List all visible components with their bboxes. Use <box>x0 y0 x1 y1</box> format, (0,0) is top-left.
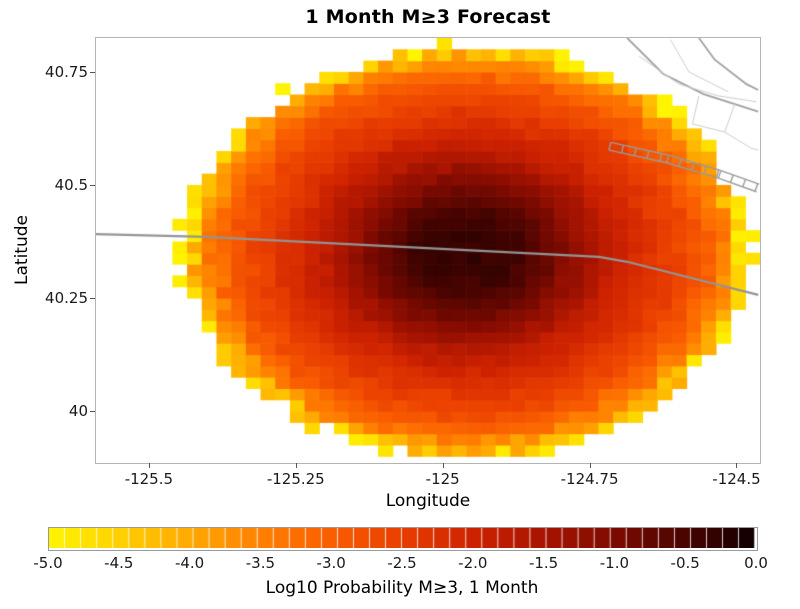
colorbar-tick-label: 0.0 <box>744 554 768 572</box>
x-axis-label: Longitude <box>385 491 471 511</box>
x-tick-label: -124.75 <box>560 470 619 488</box>
heatmap-canvas <box>96 38 760 463</box>
x-tick-label: -125.5 <box>124 470 174 488</box>
y-tick-label: 40 <box>68 402 88 420</box>
colorbar-tick-label: -5.0 <box>33 554 63 572</box>
colorbar-tick-label: -3.5 <box>245 554 276 572</box>
y-tick-mark <box>90 184 95 186</box>
x-tick-mark <box>736 463 738 468</box>
colorbar-tick-label: -2.5 <box>387 554 417 572</box>
y-tick-label: 40.25 <box>45 288 88 307</box>
chart-title: 1 Month M≥3 Forecast <box>305 6 551 28</box>
y-tick-label: 40.75 <box>45 62 88 81</box>
x-tick-mark <box>295 463 297 468</box>
x-tick-label: -124.5 <box>712 470 761 488</box>
colorbar-tick-label: -4.5 <box>104 554 134 572</box>
colorbar-tick-label: -2.0 <box>458 554 488 572</box>
colorbar-tick-label: -1.0 <box>599 554 630 572</box>
colorbar-label: Log10 Probability M≥3, 1 Month <box>265 578 539 598</box>
x-tick-label: -125 <box>425 470 460 488</box>
x-tick-mark <box>442 463 444 468</box>
y-tick-label: 40.5 <box>54 175 88 194</box>
plot-area <box>95 37 761 464</box>
colorbar-canvas <box>49 528 755 548</box>
y-tick-mark <box>90 71 95 73</box>
x-tick-label: -125.25 <box>266 470 325 488</box>
colorbar-tick-label: -0.5 <box>670 554 700 572</box>
colorbar-tick-label: -4.0 <box>174 554 205 572</box>
y-tick-mark <box>90 411 95 412</box>
y-tick-mark <box>90 297 95 299</box>
x-tick-mark <box>589 463 591 468</box>
colorbar-tick-label: -3.0 <box>316 554 346 572</box>
colorbar <box>48 527 758 551</box>
y-axis-label: Latitude <box>12 215 32 285</box>
colorbar-tick-label: -1.5 <box>528 554 559 572</box>
x-tick-mark <box>148 463 150 468</box>
